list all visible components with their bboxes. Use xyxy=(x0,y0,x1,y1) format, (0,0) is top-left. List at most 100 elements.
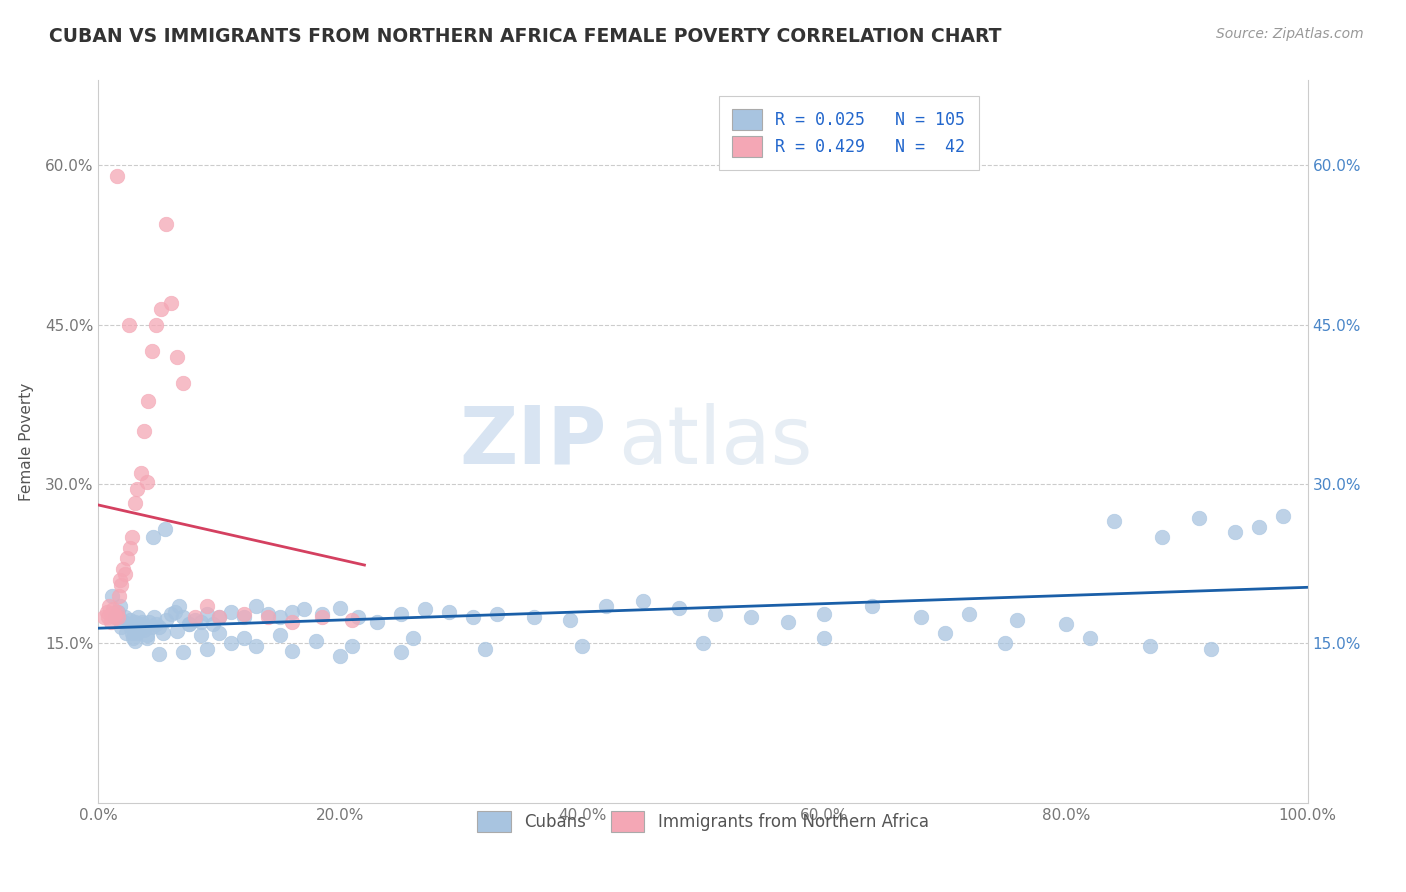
Point xyxy=(107,605,129,619)
Point xyxy=(1102,514,1125,528)
Point xyxy=(190,628,212,642)
Point xyxy=(118,318,141,332)
Point xyxy=(195,641,218,656)
Point xyxy=(163,605,186,619)
Point xyxy=(413,602,436,616)
Point xyxy=(256,610,278,624)
Point xyxy=(486,607,509,621)
Point xyxy=(1139,639,1161,653)
Point xyxy=(118,541,141,555)
Point xyxy=(813,607,835,621)
Point xyxy=(813,631,835,645)
Point xyxy=(127,610,149,624)
Point xyxy=(169,599,191,614)
Point xyxy=(994,636,1017,650)
Point xyxy=(347,610,370,624)
Point xyxy=(269,610,291,624)
Text: CUBAN VS IMMIGRANTS FROM NORTHERN AFRICA FEMALE POVERTY CORRELATION CHART: CUBAN VS IMMIGRANTS FROM NORTHERN AFRICA… xyxy=(49,27,1001,45)
Point xyxy=(776,615,799,630)
Point xyxy=(269,628,291,642)
Point xyxy=(108,589,131,603)
Point xyxy=(121,530,143,544)
Point xyxy=(910,610,932,624)
Point xyxy=(110,578,132,592)
Point xyxy=(389,607,412,621)
Point xyxy=(166,350,188,364)
Point xyxy=(97,610,120,624)
Point xyxy=(124,634,146,648)
Point xyxy=(1272,508,1295,523)
Point xyxy=(190,615,212,630)
Point xyxy=(437,605,460,619)
Point xyxy=(1007,613,1029,627)
Point xyxy=(134,623,156,637)
Point xyxy=(1054,617,1077,632)
Point xyxy=(558,613,581,627)
Point xyxy=(692,636,714,650)
Point xyxy=(105,605,128,619)
Point xyxy=(135,475,157,489)
Point xyxy=(172,645,194,659)
Point xyxy=(342,639,364,653)
Point xyxy=(142,530,165,544)
Text: ZIP: ZIP xyxy=(458,402,606,481)
Point xyxy=(402,631,425,645)
Point xyxy=(101,602,124,616)
Point xyxy=(127,625,149,640)
Point xyxy=(100,607,122,621)
Point xyxy=(131,615,153,630)
Point xyxy=(160,607,183,621)
Point xyxy=(195,599,218,614)
Point xyxy=(120,620,142,634)
Point xyxy=(1223,524,1246,539)
Point xyxy=(98,599,121,614)
Point xyxy=(115,625,138,640)
Point xyxy=(184,610,207,624)
Point xyxy=(124,615,146,630)
Point xyxy=(153,522,176,536)
Point xyxy=(111,562,134,576)
Point xyxy=(122,631,145,645)
Point xyxy=(179,617,201,632)
Point xyxy=(150,301,173,316)
Point xyxy=(172,610,194,624)
Point xyxy=(138,615,160,630)
Point xyxy=(232,610,254,624)
Point xyxy=(184,613,207,627)
Point xyxy=(305,634,328,648)
Point xyxy=(107,610,129,624)
Point xyxy=(96,605,118,619)
Point xyxy=(704,607,727,621)
Point xyxy=(129,617,152,632)
Point xyxy=(221,605,243,619)
Point xyxy=(152,625,174,640)
Point xyxy=(523,610,546,624)
Point xyxy=(117,551,139,566)
Point xyxy=(104,610,127,624)
Point xyxy=(143,610,166,624)
Point xyxy=(934,625,956,640)
Point xyxy=(160,296,183,310)
Point xyxy=(135,628,157,642)
Text: atlas: atlas xyxy=(619,402,813,481)
Point xyxy=(329,601,352,615)
Point xyxy=(668,601,690,615)
Point xyxy=(1249,519,1271,533)
Point xyxy=(571,639,593,653)
Point xyxy=(631,594,654,608)
Point xyxy=(145,617,167,632)
Point xyxy=(463,610,485,624)
Point xyxy=(281,615,304,630)
Point xyxy=(1199,641,1222,656)
Point xyxy=(281,605,304,619)
Point xyxy=(121,625,143,640)
Point xyxy=(110,620,132,634)
Point xyxy=(93,610,115,624)
Text: Source: ZipAtlas.com: Source: ZipAtlas.com xyxy=(1216,27,1364,41)
Point xyxy=(860,599,883,614)
Y-axis label: Female Poverty: Female Poverty xyxy=(18,383,34,500)
Point xyxy=(108,573,131,587)
Point xyxy=(172,376,194,390)
Point xyxy=(124,496,146,510)
Point xyxy=(136,394,159,409)
